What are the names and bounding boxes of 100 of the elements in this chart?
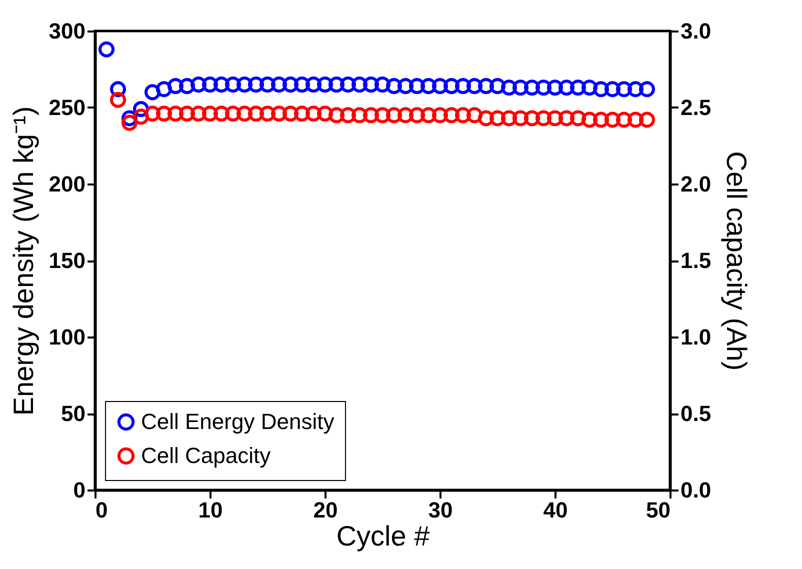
point bbox=[316, 106, 334, 122]
point bbox=[524, 110, 540, 126]
point bbox=[305, 76, 322, 93]
y-tick-label: 200 bbox=[48, 172, 86, 196]
point bbox=[340, 76, 356, 93]
point bbox=[454, 78, 472, 94]
x-tick-label: 50 bbox=[646, 498, 670, 522]
y-tick-label: 250 bbox=[48, 95, 86, 120]
point bbox=[616, 81, 632, 98]
y2-axis-title: Cell capacity (Ah) bbox=[721, 151, 752, 371]
point bbox=[420, 107, 437, 124]
point bbox=[248, 76, 264, 93]
point bbox=[546, 110, 564, 126]
point bbox=[581, 112, 598, 128]
point bbox=[259, 106, 276, 122]
point bbox=[259, 76, 276, 93]
point bbox=[362, 76, 380, 93]
y-tick-label: 150 bbox=[48, 248, 86, 273]
point bbox=[500, 80, 518, 96]
point bbox=[535, 80, 552, 96]
point bbox=[638, 81, 656, 98]
point bbox=[454, 107, 472, 124]
point bbox=[500, 110, 518, 126]
point bbox=[558, 80, 575, 96]
point bbox=[581, 80, 598, 96]
point bbox=[489, 78, 506, 94]
point bbox=[236, 106, 253, 122]
point bbox=[282, 106, 299, 122]
point bbox=[340, 107, 356, 124]
point bbox=[167, 78, 184, 94]
point bbox=[98, 41, 115, 58]
point bbox=[328, 76, 345, 93]
point bbox=[638, 112, 656, 128]
point bbox=[592, 112, 610, 128]
point bbox=[213, 106, 230, 122]
point bbox=[466, 78, 483, 94]
point bbox=[570, 80, 586, 96]
point bbox=[270, 76, 288, 93]
legend-label: Cell Capacity bbox=[141, 443, 271, 468]
point bbox=[351, 107, 368, 124]
point bbox=[408, 78, 426, 94]
point bbox=[397, 107, 414, 124]
point bbox=[386, 107, 402, 124]
x-tick-label: 20 bbox=[313, 498, 338, 522]
point bbox=[512, 110, 529, 126]
point bbox=[592, 81, 610, 98]
legend-label: Cell Energy Density bbox=[141, 409, 334, 434]
point bbox=[294, 106, 310, 122]
point bbox=[282, 76, 299, 93]
point bbox=[178, 78, 196, 94]
point bbox=[524, 80, 540, 96]
point bbox=[156, 106, 172, 122]
y2-tick-label: 2.0 bbox=[680, 172, 712, 196]
y2-tick-label: 0.5 bbox=[680, 401, 712, 426]
x-axis-title: Cycle # bbox=[336, 520, 430, 552]
point bbox=[627, 81, 644, 98]
point bbox=[627, 112, 644, 128]
point bbox=[432, 107, 448, 124]
point bbox=[328, 107, 345, 124]
point bbox=[374, 76, 391, 93]
point bbox=[546, 80, 564, 96]
point bbox=[178, 106, 196, 122]
point bbox=[110, 92, 126, 108]
point bbox=[432, 78, 448, 94]
point bbox=[466, 107, 483, 124]
point bbox=[236, 76, 253, 93]
point bbox=[408, 107, 426, 124]
y2-tick-label: 1.5 bbox=[680, 248, 712, 273]
x-tick-label: 30 bbox=[428, 498, 453, 522]
point bbox=[478, 110, 494, 126]
point bbox=[202, 76, 218, 93]
y2-tick-label: 1.0 bbox=[680, 324, 712, 350]
point bbox=[144, 106, 161, 122]
point bbox=[386, 78, 402, 94]
y-tick-label: 50 bbox=[61, 401, 86, 426]
point bbox=[362, 107, 380, 124]
point bbox=[604, 81, 621, 98]
y-tick-label: 300 bbox=[48, 18, 86, 44]
point bbox=[420, 78, 437, 94]
point bbox=[305, 106, 322, 122]
y2-tick-label: 3.0 bbox=[680, 18, 712, 44]
y-axis-title: Energy density (Wh kg⁻¹) bbox=[8, 106, 39, 416]
point bbox=[512, 80, 529, 96]
point bbox=[132, 108, 150, 125]
x-tick-label: 40 bbox=[543, 498, 568, 522]
point bbox=[397, 78, 414, 94]
point bbox=[478, 78, 494, 94]
point bbox=[374, 107, 391, 124]
point bbox=[604, 112, 621, 128]
y-tick-label: 100 bbox=[48, 324, 86, 350]
point bbox=[121, 114, 138, 131]
point bbox=[190, 76, 207, 93]
point bbox=[535, 110, 552, 126]
point bbox=[570, 110, 586, 126]
y-tick-label: 0 bbox=[73, 478, 86, 502]
point bbox=[224, 106, 242, 122]
point bbox=[351, 76, 368, 93]
point bbox=[616, 112, 632, 128]
point bbox=[213, 76, 230, 93]
x-tick-label: 10 bbox=[198, 498, 223, 522]
